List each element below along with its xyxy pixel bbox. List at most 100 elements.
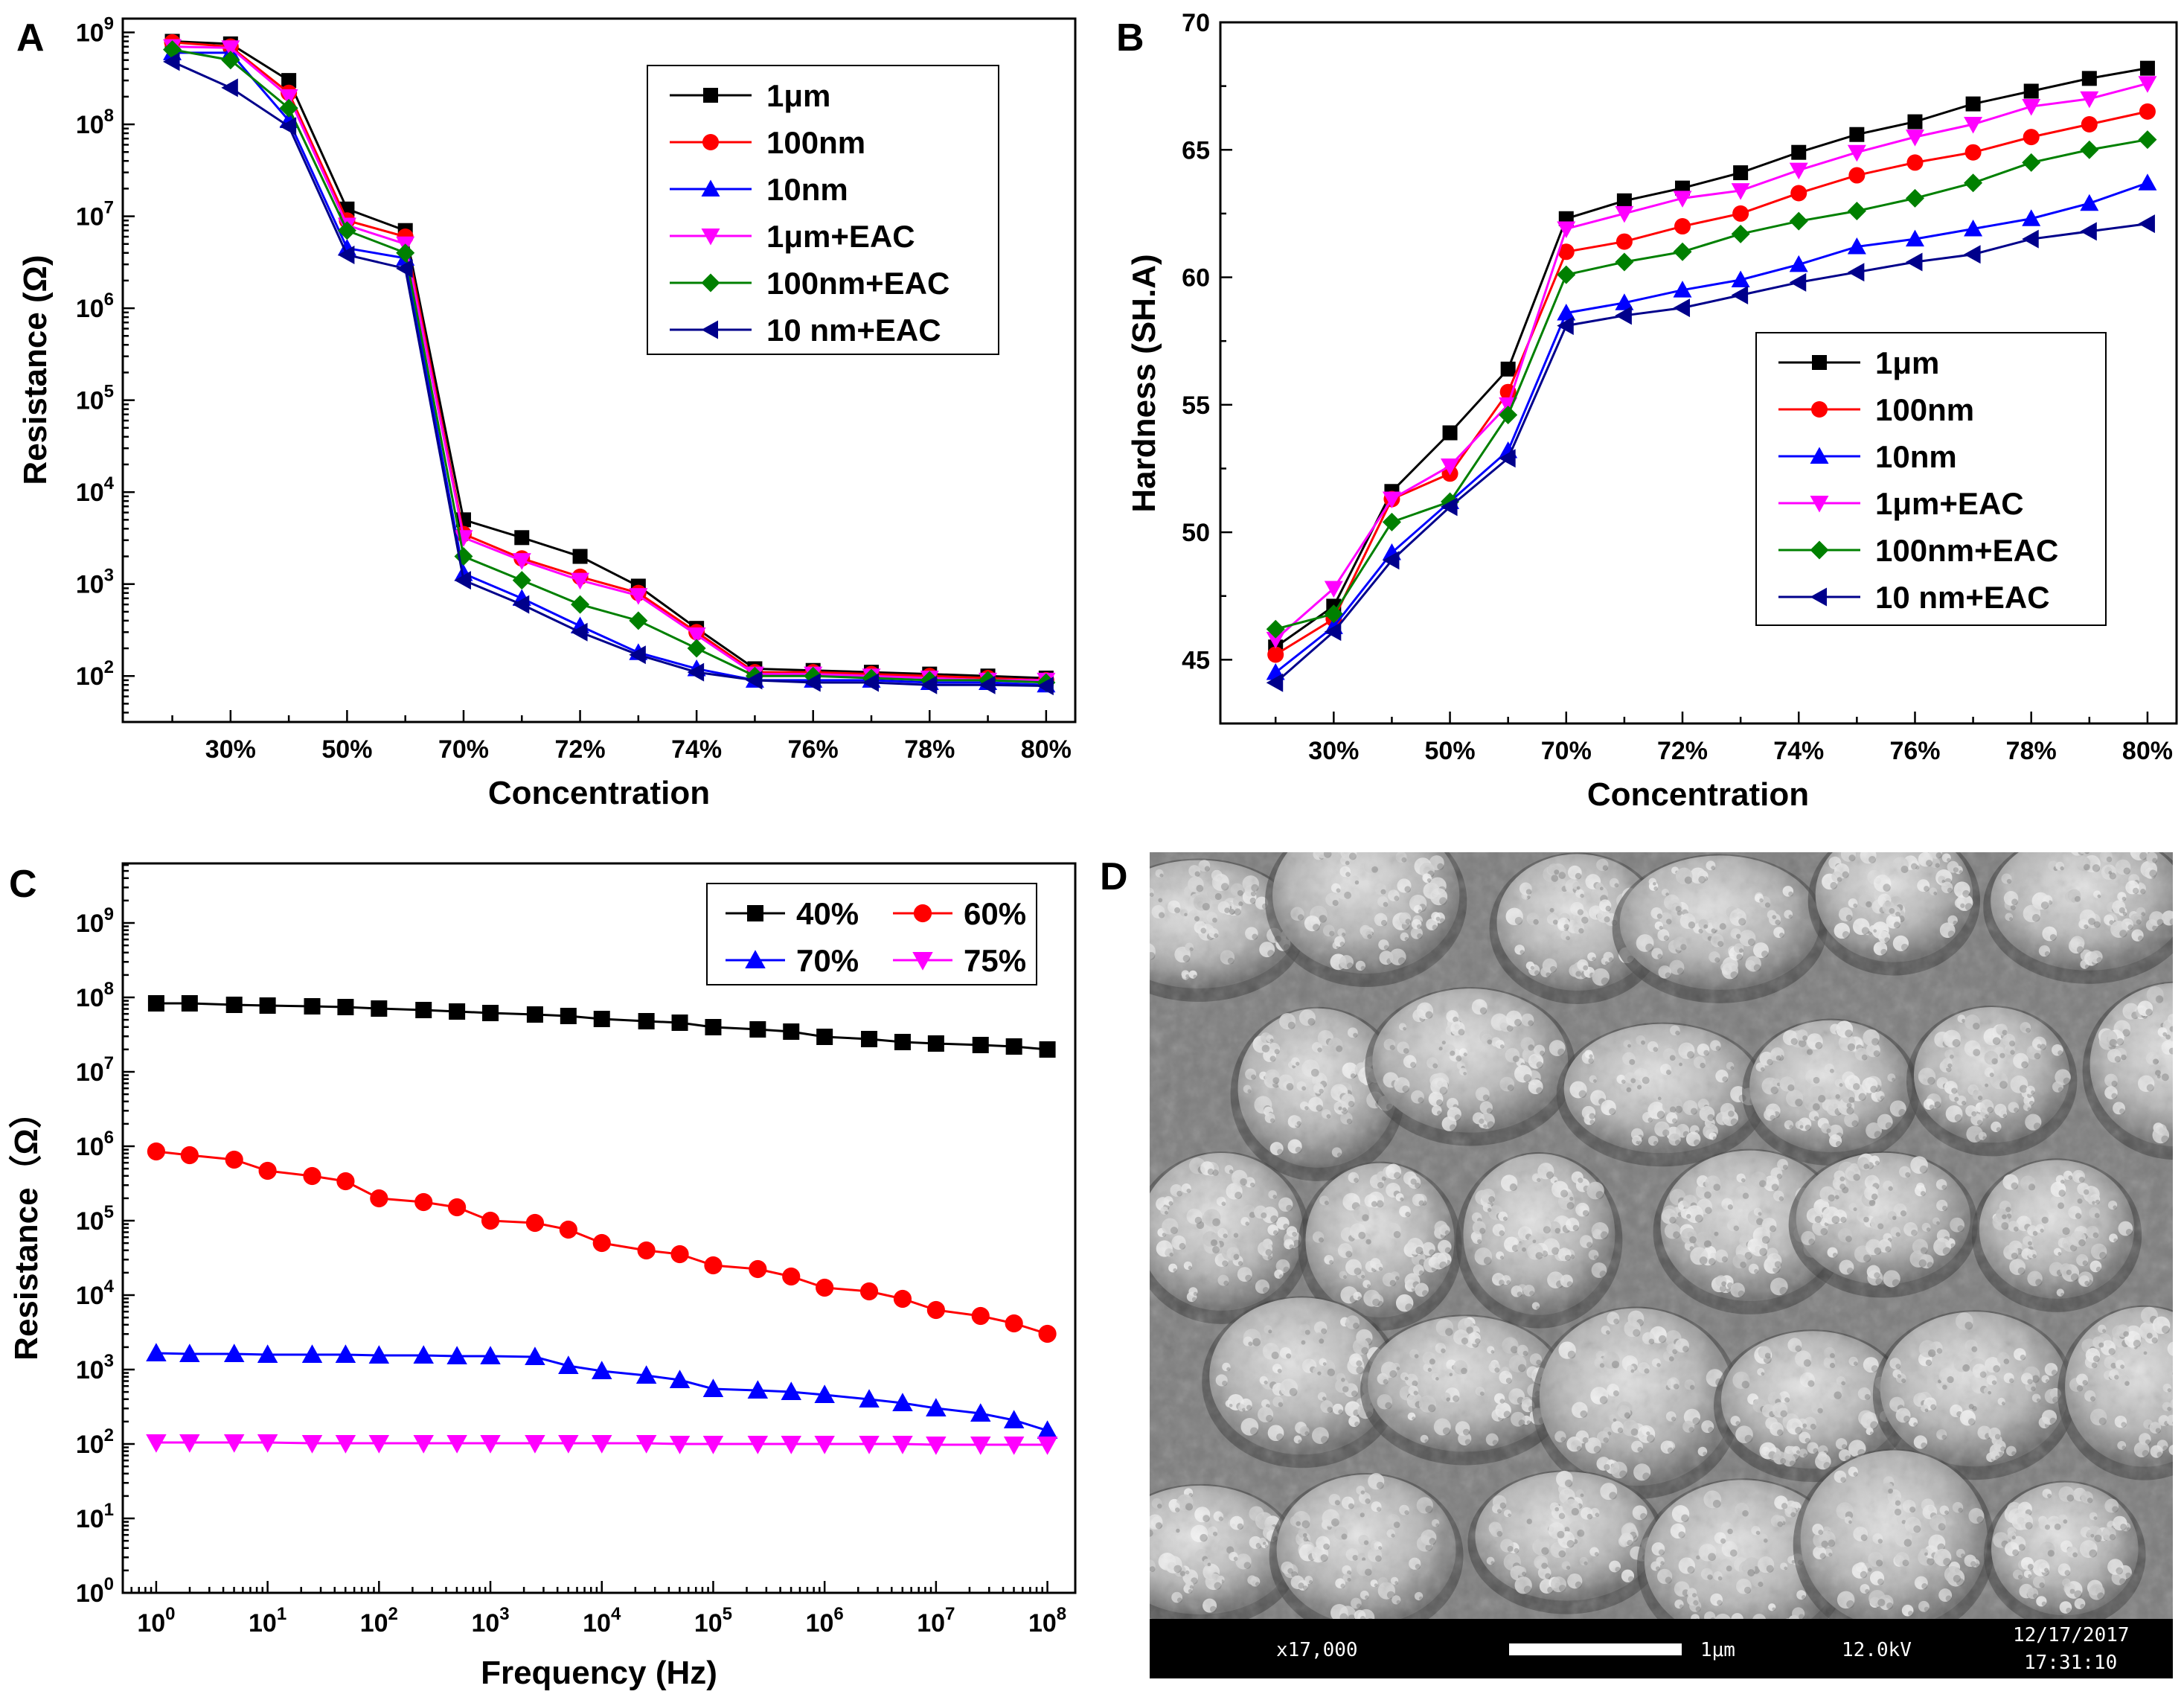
series-line-3: [172, 45, 1046, 682]
data-point: [512, 571, 531, 590]
data-point: [1731, 270, 1750, 287]
panel-a-letter: A: [16, 16, 45, 60]
series-line-5: [1275, 223, 2148, 684]
data-point: [859, 1282, 879, 1301]
sem-grain: [1141, 893, 1150, 901]
data-point: [1003, 1437, 1025, 1455]
data-point: [1266, 673, 1284, 692]
data-point: [2139, 103, 2156, 120]
data-point: [1557, 316, 1574, 336]
data-point: [2023, 83, 2039, 99]
data-point: [2080, 91, 2099, 109]
chart-b-y-axis-title: Hardness (SH.A): [1126, 254, 1162, 512]
legend-marker: [1810, 587, 1827, 607]
data-point: [163, 52, 180, 71]
sem-grain-shadow: [1115, 924, 1121, 929]
sem-grain: [1116, 929, 1127, 939]
series-line-1: [1275, 110, 2148, 656]
y-tick-label: 108: [76, 106, 114, 139]
sem-grain: [1849, 837, 1863, 851]
sem-scale-bar: [1509, 1643, 1682, 1655]
data-point: [2138, 130, 2157, 150]
series-line-1: [172, 41, 1046, 682]
data-point: [1964, 219, 1983, 237]
y-tick-label: 105: [76, 1202, 114, 1236]
data-point: [861, 1031, 878, 1047]
sem-grain: [1125, 1566, 1142, 1583]
data-point: [1731, 286, 1749, 305]
y-tick-label: 107: [76, 1053, 114, 1087]
data-point: [481, 1211, 500, 1230]
data-point: [705, 1019, 722, 1035]
data-point: [1616, 193, 1632, 208]
sem-grain-shadow: [1139, 1584, 1143, 1588]
data-point: [781, 1436, 801, 1454]
data-point: [572, 549, 588, 564]
data-point: [301, 1435, 323, 1454]
sem-grain: [1422, 840, 1432, 851]
sem-grain: [1130, 1549, 1139, 1558]
data-point: [1382, 551, 1400, 570]
series-line-0: [1275, 67, 2148, 648]
x-tick-label: 50%: [1425, 737, 1476, 765]
data-point: [1847, 237, 1866, 255]
data-point: [1673, 191, 1692, 208]
sem-grain-shadow: [1139, 1547, 1145, 1553]
data-point: [414, 1192, 433, 1212]
y-tick-label: 108: [76, 979, 114, 1012]
series-line-2: [1275, 182, 2148, 674]
data-point: [279, 98, 298, 118]
data-point: [629, 611, 648, 630]
data-point: [1557, 304, 1576, 321]
data-point: [1791, 144, 1807, 160]
sem-grain-shadow: [1134, 1575, 1141, 1582]
data-point: [225, 1150, 243, 1169]
data-point: [449, 1003, 466, 1020]
legend-label: 1μm: [1875, 345, 1939, 380]
legend-label: 1μm: [766, 78, 830, 113]
sem-grain-shadow: [2174, 1450, 2179, 1454]
data-point: [862, 673, 879, 692]
data-point: [1964, 117, 1983, 134]
y-tick-label: 55: [1182, 392, 1210, 420]
data-point: [223, 1434, 245, 1453]
series-line-4: [172, 48, 1046, 684]
data-point: [747, 1436, 769, 1454]
data-point: [859, 1436, 880, 1454]
data-point: [591, 1361, 612, 1379]
data-point: [512, 595, 530, 614]
data-point: [336, 1172, 355, 1191]
series-line-2: [172, 51, 1046, 686]
legend-label: 100nm: [766, 125, 865, 160]
data-point: [2022, 153, 2041, 172]
legend-marker: [701, 273, 720, 293]
legend-label: 10nm: [766, 172, 848, 207]
data-point: [304, 998, 321, 1015]
panel-d-letter: D: [1100, 855, 1128, 898]
x-tick-label: 78%: [2006, 737, 2057, 765]
data-point: [279, 117, 297, 136]
data-point: [1615, 205, 1634, 223]
data-point: [926, 1398, 947, 1416]
data-point: [1847, 201, 1866, 220]
chart-b-x-axis-title: Concentration: [1587, 776, 1809, 813]
legend-marker: [701, 179, 720, 196]
data-point: [1905, 188, 1924, 208]
data-point: [571, 622, 588, 642]
data-point: [1382, 512, 1401, 531]
chart-a-y-axis-title: Resistance (Ω): [17, 255, 54, 485]
data-point: [1382, 491, 1401, 509]
x-tick-label: 72%: [555, 735, 606, 764]
data-point: [1500, 361, 1516, 377]
chart-a-frame: [121, 17, 1077, 723]
data-point: [629, 645, 646, 665]
legend-marker: [702, 134, 719, 150]
legend-label: 75%: [964, 943, 1026, 978]
sem-grain-shadow: [1134, 1553, 1138, 1557]
data-point: [181, 995, 198, 1012]
data-point: [514, 530, 530, 546]
data-point: [371, 1000, 388, 1017]
sem-grain-shadow: [1133, 1563, 1137, 1568]
legend-label: 10nm: [1875, 439, 1957, 474]
